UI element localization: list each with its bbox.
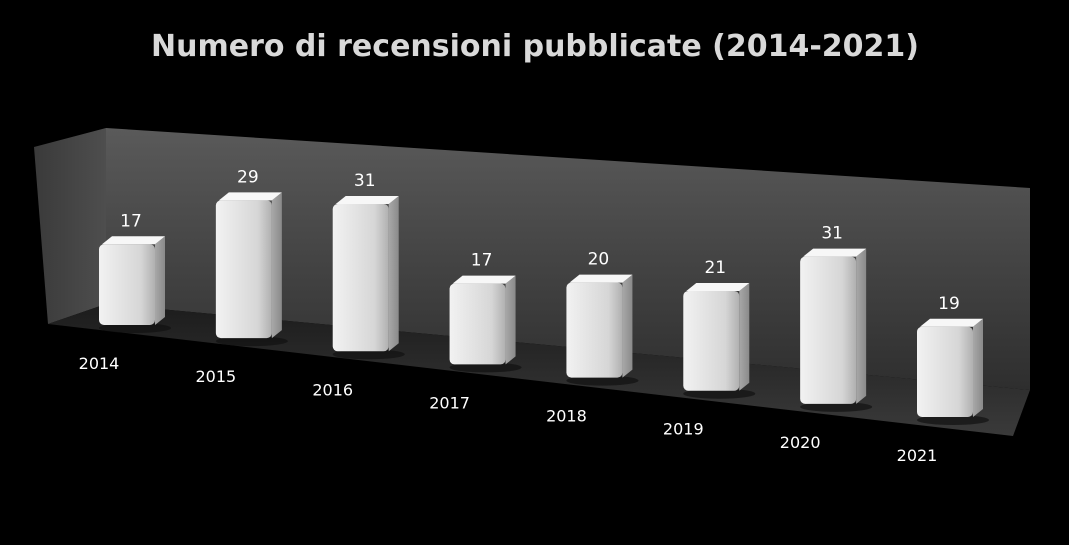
x-tick-2014: 2014 bbox=[79, 354, 120, 373]
floor bbox=[48, 304, 1030, 436]
bar-shadow bbox=[566, 375, 639, 386]
x-tick-2019: 2019 bbox=[663, 420, 704, 439]
bar-top bbox=[335, 196, 399, 205]
data-label-2018: 20 bbox=[588, 250, 610, 270]
bar-front bbox=[566, 282, 623, 378]
bar-2015 bbox=[215, 192, 288, 347]
chart-title: Numero di recensioni pubblicate (2014-20… bbox=[151, 29, 919, 64]
data-labels: 17 29 31 17 20 21 31 19 bbox=[120, 167, 960, 313]
x-tick-2021: 2021 bbox=[897, 446, 938, 465]
bar-front bbox=[215, 200, 272, 339]
bar-side bbox=[739, 282, 750, 391]
x-tick-2015: 2015 bbox=[195, 367, 236, 386]
bar-top bbox=[452, 275, 516, 284]
bar-shadow bbox=[917, 415, 989, 425]
data-label-2016: 31 bbox=[354, 171, 376, 191]
bar-top bbox=[569, 274, 633, 283]
bar-shadow bbox=[683, 388, 756, 399]
data-label-2015: 29 bbox=[237, 167, 259, 187]
bar-front bbox=[449, 283, 506, 365]
bar-front bbox=[800, 256, 857, 404]
bar-shadow bbox=[215, 336, 288, 347]
bar-side bbox=[622, 274, 633, 378]
bar-shadow bbox=[99, 323, 171, 333]
x-tick-2020: 2020 bbox=[780, 433, 821, 452]
bar-side bbox=[388, 196, 399, 352]
bar-top bbox=[803, 248, 867, 257]
bar-shadow bbox=[800, 401, 873, 412]
bar-shadow bbox=[332, 349, 405, 360]
bar-side bbox=[155, 236, 165, 325]
bar-side bbox=[271, 192, 282, 339]
side-wall bbox=[34, 128, 106, 324]
x-axis-tick-labels: 2014 2015 2016 2017 2018 2019 2020 2021 bbox=[79, 354, 938, 465]
data-label-2020: 31 bbox=[821, 224, 843, 244]
bar-2017 bbox=[449, 275, 522, 373]
bar-2019 bbox=[683, 282, 756, 399]
bar-side bbox=[505, 275, 516, 365]
bar-front bbox=[99, 244, 155, 325]
bar-front bbox=[683, 290, 740, 391]
bar-shadow bbox=[449, 362, 522, 373]
bar-2016 bbox=[332, 196, 405, 360]
bar-2018 bbox=[566, 274, 639, 386]
data-label-2021: 19 bbox=[938, 294, 960, 314]
bar-side bbox=[856, 248, 867, 404]
x-tick-2016: 2016 bbox=[312, 380, 353, 399]
x-tick-2018: 2018 bbox=[546, 407, 587, 426]
bar-front bbox=[332, 204, 389, 352]
bar-top bbox=[686, 282, 750, 291]
bar-top bbox=[920, 318, 983, 327]
data-label-2017: 17 bbox=[471, 251, 493, 271]
data-label-2019: 21 bbox=[704, 258, 726, 278]
bar-2021 bbox=[917, 318, 989, 425]
bar-2020 bbox=[800, 248, 873, 412]
bar-top bbox=[102, 236, 165, 245]
bars-group bbox=[99, 192, 989, 425]
data-label-2014: 17 bbox=[120, 211, 142, 231]
bar-top bbox=[218, 192, 282, 201]
bar-front bbox=[917, 326, 973, 417]
x-tick-2017: 2017 bbox=[429, 393, 470, 412]
bar-side bbox=[973, 318, 983, 417]
bar-2014 bbox=[99, 236, 171, 333]
